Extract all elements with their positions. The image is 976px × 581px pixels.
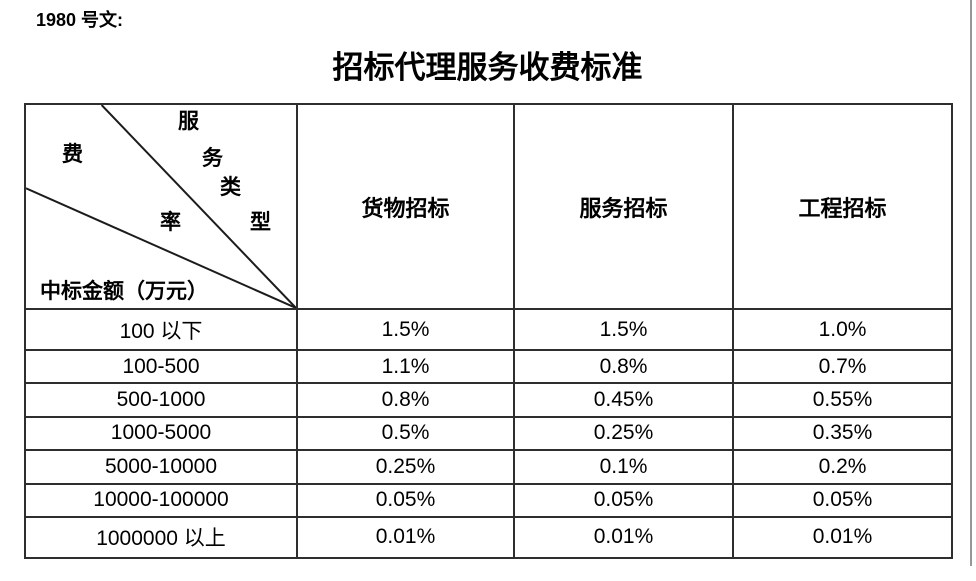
rate-value: 0.05% (296, 482, 515, 518)
rate-value: 0.05% (732, 482, 953, 518)
row-range: 100 以下 (24, 307, 298, 352)
rate-value: 0.45% (513, 382, 734, 418)
doc-reference: 1980 号文: (36, 10, 124, 30)
row-range: 1000000 以上 (24, 515, 298, 560)
rate-value: 0.25% (513, 415, 734, 452)
table-row: 1000000 以上 0.01% 0.01% 0.01% (24, 515, 953, 560)
rate-value: 0.01% (732, 515, 953, 560)
row-range: 1000-5000 (24, 415, 298, 452)
amount-axis-label: 中标金额（万元） (40, 279, 208, 303)
rate-value: 1.5% (296, 307, 515, 352)
page-title: 招标代理服务收费标准 (332, 50, 643, 85)
row-range: 500-1000 (24, 382, 298, 418)
rate-value: 0.35% (732, 415, 953, 452)
table-row: 1000-5000 0.5% 0.25% 0.35% (24, 415, 953, 452)
column-header-goods: 货物招标 (296, 103, 515, 310)
rate-value: 0.1% (513, 449, 734, 485)
row-range: 100-500 (24, 349, 298, 385)
header-type-char: 类 (220, 175, 241, 199)
header-rate-char: 率 (160, 210, 181, 234)
rate-value: 0.8% (296, 382, 515, 418)
fee-standard-table: 服 务 类 型 费 率 中标金额（万元） 货物招标 服务招标 工程招标 100 … (24, 103, 953, 560)
rate-value: 0.55% (732, 382, 953, 418)
table-row: 100-500 1.1% 0.8% 0.7% (24, 349, 953, 385)
table-row: 100 以下 1.5% 1.5% 1.0% (24, 307, 953, 352)
header-type-char: 务 (202, 146, 223, 170)
page-edge-divider (970, 0, 972, 566)
rate-value: 1.0% (732, 307, 953, 352)
column-header-engineering: 工程招标 (732, 103, 953, 310)
table-header-row: 服 务 类 型 费 率 中标金额（万元） 货物招标 服务招标 工程招标 (24, 103, 953, 310)
rate-value: 1.5% (513, 307, 734, 352)
header-rate-char: 费 (62, 142, 83, 166)
rate-value: 0.25% (296, 449, 515, 485)
rate-value: 0.01% (513, 515, 734, 560)
rate-value: 0.2% (732, 449, 953, 485)
rate-value: 0.01% (296, 515, 515, 560)
table-row: 5000-10000 0.25% 0.1% 0.2% (24, 449, 953, 485)
header-type-char: 服 (178, 109, 199, 133)
rate-value: 0.7% (732, 349, 953, 385)
table-row: 10000-100000 0.05% 0.05% 0.05% (24, 482, 953, 518)
rate-value: 0.05% (513, 482, 734, 518)
table-row: 500-1000 0.8% 0.45% 0.55% (24, 382, 953, 418)
rate-value: 0.5% (296, 415, 515, 452)
diagonal-lines-icon (27, 106, 295, 307)
diagonal-header-cell: 服 务 类 型 费 率 中标金额（万元） (24, 103, 298, 310)
rate-value: 0.8% (513, 349, 734, 385)
column-header-service: 服务招标 (513, 103, 734, 310)
row-range: 5000-10000 (24, 449, 298, 485)
header-type-char: 型 (250, 210, 271, 234)
row-range: 10000-100000 (24, 482, 298, 518)
rate-value: 1.1% (296, 349, 515, 385)
